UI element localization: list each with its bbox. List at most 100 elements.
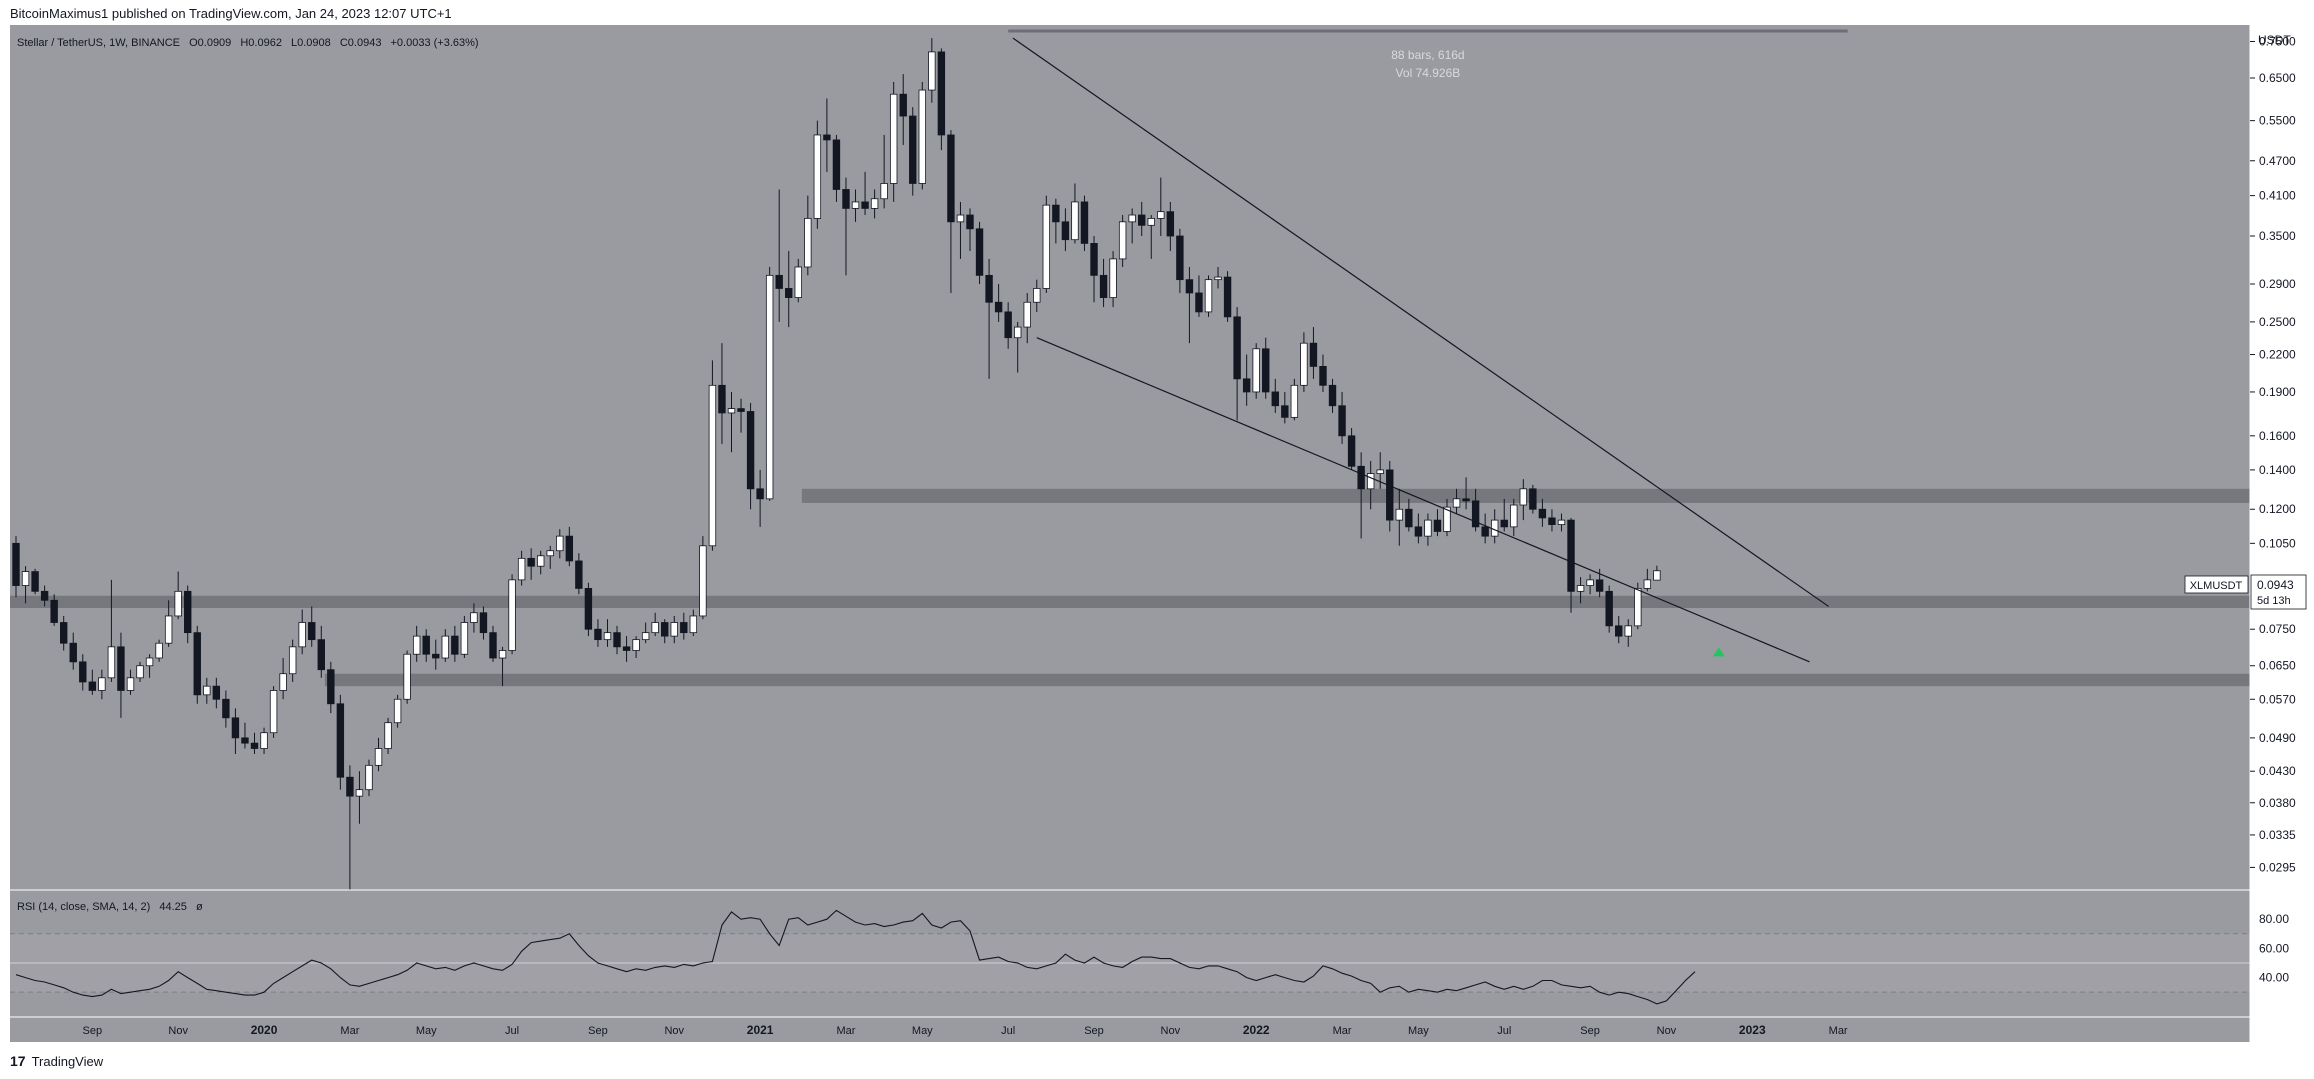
candle	[1195, 275, 1203, 317]
price-tick-label: 0.1900	[2259, 385, 2296, 399]
candle-body	[1042, 204, 1051, 289]
candle	[40, 585, 49, 607]
candle-body	[928, 51, 936, 91]
candle-body	[851, 201, 860, 209]
candle-body	[832, 139, 841, 190]
candle-body	[498, 650, 507, 659]
candle	[327, 661, 335, 714]
candle	[346, 765, 354, 890]
time-tick-label: Mar	[1333, 1025, 1352, 1037]
candle-body	[718, 384, 726, 414]
candle	[517, 550, 526, 586]
candle-body	[708, 384, 717, 547]
candle-body	[69, 642, 77, 663]
candle-body	[336, 703, 345, 778]
open-value: O0.0909	[189, 37, 231, 49]
candle-body	[365, 764, 373, 791]
candle	[804, 195, 812, 276]
main-pane-background[interactable]	[10, 25, 2250, 1042]
candle	[775, 189, 783, 322]
candle-body	[1271, 391, 1279, 407]
time-tick-label: May	[1408, 1025, 1429, 1037]
candle	[231, 708, 240, 754]
candle	[1157, 177, 1165, 237]
candle-body	[1233, 316, 1241, 380]
price-axis[interactable]: 0.7500 0.6500 0.5500 0.4700 0.4100 0.3500 0.29…	[2250, 34, 2296, 985]
candle	[250, 732, 259, 754]
candle	[1366, 460, 1375, 510]
candle	[203, 677, 211, 704]
candle-body	[737, 408, 745, 412]
candle	[556, 529, 564, 559]
candle-body	[689, 615, 698, 634]
candle	[60, 615, 68, 651]
candle	[1223, 271, 1232, 322]
candle-body	[1328, 384, 1337, 407]
candle-body	[937, 51, 946, 136]
candle	[727, 391, 736, 453]
price-tick-label: 0.3500	[2259, 229, 2296, 243]
rsi-tick-label: 60.00	[2259, 941, 2289, 955]
candle	[565, 526, 574, 567]
candle	[1128, 208, 1136, 244]
candle	[994, 284, 1003, 322]
time-tick-label: Mar	[1829, 1025, 1848, 1037]
rsi-value: 44.25	[159, 901, 187, 913]
candle-body	[727, 408, 736, 414]
candle-body	[1653, 570, 1661, 581]
price-tick-label: 0.0750	[2259, 622, 2296, 636]
price-tag-countdown: 5d 13h	[2257, 595, 2291, 607]
candle	[546, 545, 554, 569]
candle-body	[1204, 279, 1213, 313]
candle-body	[107, 646, 116, 679]
candle	[947, 130, 955, 293]
candle	[193, 625, 201, 704]
candle	[470, 603, 478, 633]
candle	[355, 771, 364, 824]
candle-body	[1586, 579, 1594, 586]
candle	[613, 625, 621, 655]
candle-body	[1462, 498, 1470, 502]
candle-body	[1605, 590, 1613, 627]
candle-body	[775, 274, 783, 289]
candle	[508, 574, 516, 655]
candle-body	[145, 657, 154, 667]
candle-body	[489, 632, 497, 659]
candle-body	[1214, 276, 1222, 281]
candle-body	[680, 622, 688, 634]
candle-body	[184, 590, 192, 634]
tradingview-logo[interactable]: 17 TradingView	[10, 1053, 103, 1069]
candle-body	[460, 622, 469, 655]
rsi-name: RSI (14, close, SMA, 14, 2)	[17, 901, 150, 913]
candle	[699, 536, 707, 620]
time-axis[interactable]: Sep Nov 2020 Mar May Jul Sep Nov 2021 Mar May Jul Se…	[83, 1023, 1848, 1037]
candle-body	[985, 274, 993, 303]
change-value: +0.0033 (+3.63%)	[391, 37, 479, 49]
candle	[1653, 565, 1661, 581]
candle	[813, 120, 822, 229]
candle-body	[899, 93, 907, 117]
candle	[575, 553, 583, 595]
candle-body	[870, 198, 879, 209]
candle-body	[603, 632, 612, 641]
time-tick-label: Jul	[505, 1025, 519, 1037]
candle	[1300, 332, 1308, 392]
candle-body	[269, 690, 278, 734]
candle	[308, 606, 316, 647]
candle-body	[441, 635, 449, 659]
candle-body	[88, 681, 97, 691]
time-tick-label: May	[912, 1025, 933, 1037]
candle	[1529, 484, 1537, 514]
candle-body	[432, 653, 440, 659]
candle	[1538, 498, 1547, 527]
candle	[1519, 479, 1528, 521]
candle-body	[1366, 473, 1375, 490]
candle-body	[1443, 506, 1451, 532]
time-tick-label: Nov	[664, 1025, 684, 1037]
candle	[1462, 477, 1470, 510]
candle-body	[823, 134, 831, 141]
candle-body	[241, 737, 249, 744]
time-tick-label: Sep	[588, 1025, 608, 1037]
rsi-tick-label: 80.00	[2259, 912, 2289, 926]
candle	[12, 536, 20, 598]
